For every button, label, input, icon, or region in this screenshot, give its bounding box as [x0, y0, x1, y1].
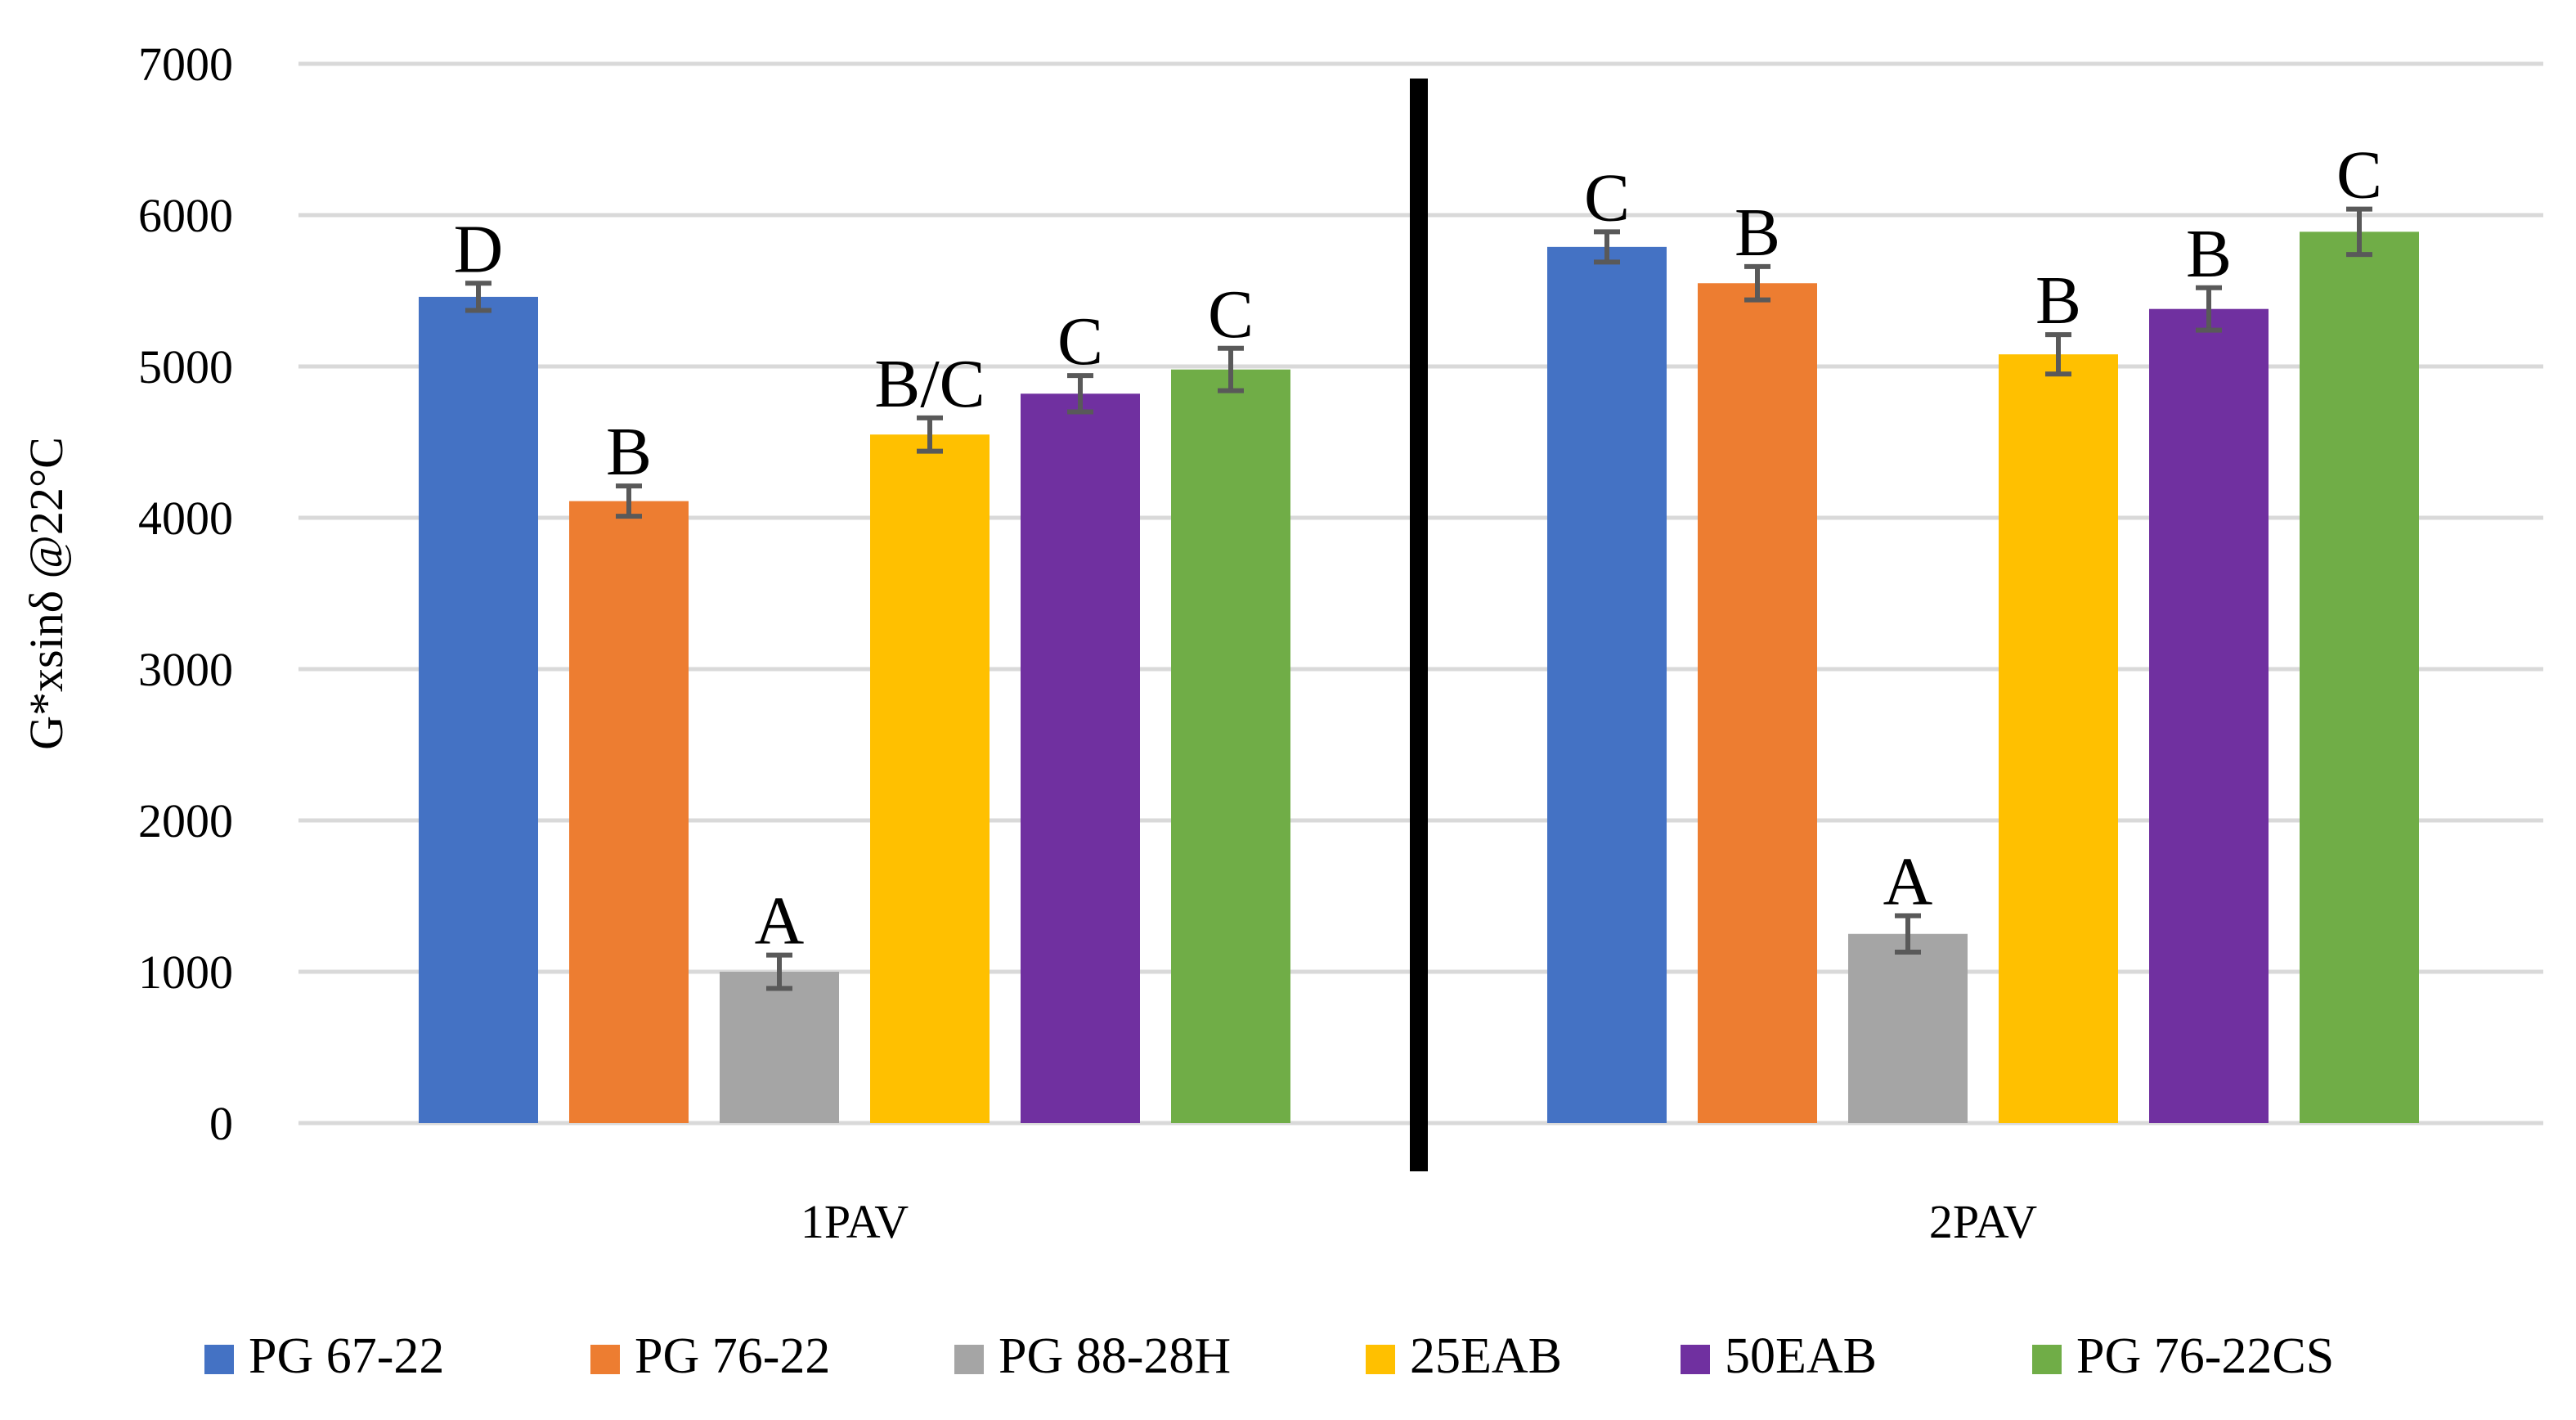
significance-letter: D: [454, 211, 504, 287]
bar: [1848, 933, 1968, 1123]
legend-swatch: [1366, 1345, 1395, 1374]
y-tick-label: 2000: [138, 794, 233, 847]
significance-letter: C: [1584, 160, 1630, 236]
error-bar: [616, 483, 642, 519]
y-tick-label: 0: [209, 1097, 233, 1150]
significance-letter: B: [2186, 216, 2232, 292]
bar: [1021, 393, 1140, 1123]
bar: [2149, 308, 2269, 1123]
legend-label: PG 76-22CS: [2076, 1328, 2334, 1384]
legend-label: PG 88-28H: [999, 1328, 1231, 1384]
bar: [1999, 354, 2118, 1123]
error-bar: [2045, 332, 2071, 377]
legend-swatch: [590, 1345, 620, 1374]
y-tick-label: 1000: [138, 946, 233, 999]
error-bar: [1895, 913, 1921, 955]
legend-swatch: [204, 1345, 234, 1374]
y-axis-title: G*xsinδ @22°C: [20, 437, 73, 750]
significance-letter: B: [2035, 263, 2081, 339]
bar: [720, 972, 839, 1123]
y-tick-label: 4000: [138, 492, 233, 545]
significance-letter: B: [1735, 195, 1780, 271]
y-tick-label: 7000: [138, 38, 233, 91]
legend-item: 50EAB: [1681, 1328, 1877, 1384]
bars: [419, 231, 2419, 1124]
significance-labels: D C B B A A B/C B C B C C: [454, 137, 2382, 959]
bar: [870, 434, 990, 1123]
significance-letter: B: [606, 414, 652, 490]
legend-swatch: [954, 1345, 984, 1374]
error-bars: [465, 206, 2372, 991]
significance-letter: C: [1208, 276, 1254, 353]
legend-item: PG 76-22: [590, 1328, 830, 1384]
significance-letter: C: [2336, 137, 2382, 213]
error-bar: [2346, 206, 2372, 258]
legend-label: PG 76-22: [635, 1328, 830, 1384]
y-tick-label: 5000: [138, 340, 233, 393]
error-bar: [465, 281, 491, 313]
legend-item: 25EAB: [1366, 1328, 1562, 1384]
error-bar: [2196, 285, 2222, 333]
legend-label: 25EAB: [1410, 1328, 1562, 1384]
bar: [2300, 231, 2419, 1124]
y-tick-label: 6000: [138, 189, 233, 242]
legend-swatch: [2032, 1345, 2062, 1374]
x-category-label: 1PAV: [801, 1195, 909, 1248]
error-bar: [1067, 373, 1093, 415]
legend-item: PG 88-28H: [954, 1328, 1231, 1384]
significance-letter: B/C: [874, 346, 985, 422]
legend-item: PG 76-22CS: [2032, 1328, 2334, 1384]
bar: [1698, 283, 1817, 1123]
legend: PG 67-22 PG 76-22 PG 88-28H 25EAB 50EAB PG 76…: [204, 1328, 2334, 1384]
error-bar: [917, 415, 943, 454]
legend-item: PG 67-22: [204, 1328, 444, 1384]
legend-label: PG 67-22: [249, 1328, 444, 1384]
bar: [1547, 246, 1667, 1124]
significance-letter: A: [755, 883, 805, 959]
error-bar: [1594, 229, 1620, 265]
legend-label: 50EAB: [1725, 1328, 1877, 1384]
x-category-label: 2PAV: [1929, 1195, 2037, 1248]
legend-swatch: [1681, 1345, 1710, 1374]
y-tick-label: 3000: [138, 643, 233, 696]
error-bar: [1218, 345, 1244, 393]
y-axis-ticks: 0 1000 2000 3000 4000 5000 6000 7000: [138, 38, 233, 1150]
bar: [1171, 369, 1290, 1123]
significance-letter: C: [1057, 303, 1103, 380]
error-bar: [766, 952, 792, 991]
x-axis-categories: 1PAV 2PAV: [801, 1195, 2037, 1248]
error-bar: [1744, 263, 1770, 303]
bar: [569, 501, 689, 1123]
bar: [419, 296, 538, 1123]
significance-letter: A: [1883, 844, 1933, 920]
